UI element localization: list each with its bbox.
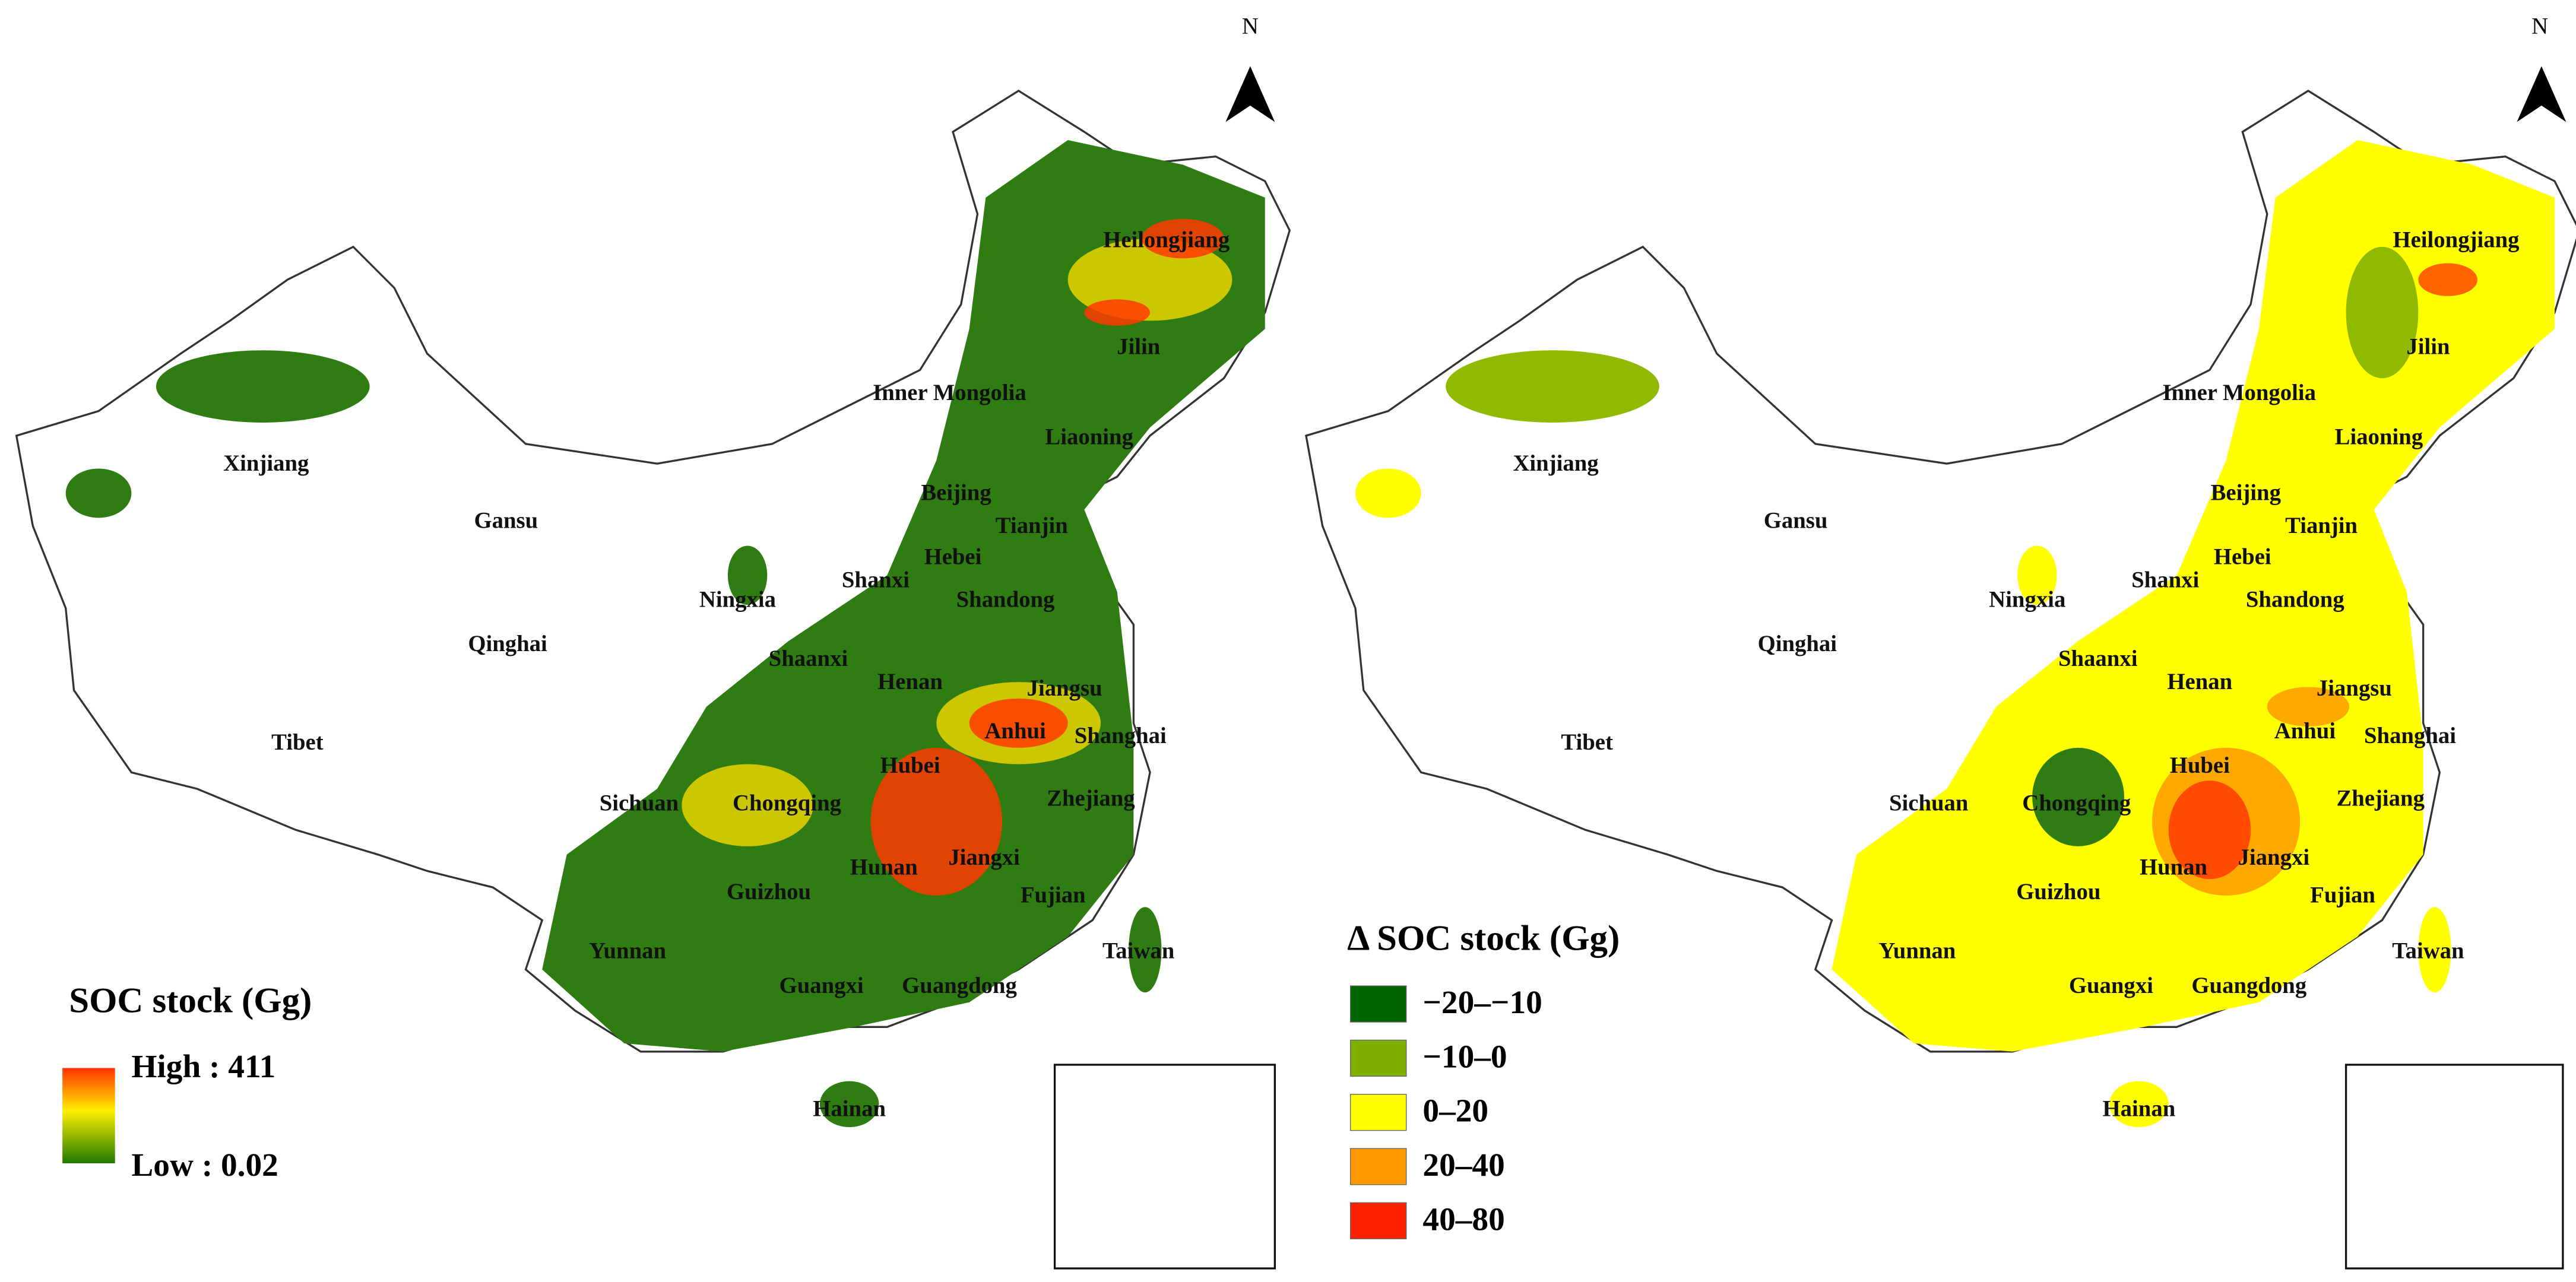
province-label: Inner Mongolia	[873, 380, 1026, 405]
province-label: Jiangsu	[2317, 675, 2392, 701]
province-label: Hunan	[850, 855, 918, 880]
province-label: Gansu	[1764, 508, 1828, 534]
province-label: Jiangxi	[2238, 845, 2310, 870]
legend-label: 0–20	[1422, 1093, 1488, 1129]
map-left	[15, 66, 1291, 1270]
province-label: Inner Mongolia	[2162, 380, 2316, 405]
legend-swatch	[1349, 1148, 1407, 1185]
province-label: Chongqing	[733, 791, 841, 816]
province-label: Taiwan	[2392, 938, 2464, 964]
province-label: Guizhou	[2016, 879, 2100, 905]
province-label: Guangdong	[902, 973, 1017, 998]
legend-swatch	[1349, 1039, 1407, 1077]
province-label: Shandong	[2246, 586, 2344, 612]
province-label: Yunnan	[589, 938, 666, 964]
province-label: Sichuan	[600, 791, 679, 816]
legend-gradient	[62, 1068, 115, 1163]
legend-label: 40–80	[1422, 1201, 1504, 1237]
legend-swatch	[1349, 1202, 1407, 1239]
province-label: Shaanxi	[769, 646, 848, 671]
province-label: Tianjin	[996, 513, 1068, 538]
province-label: Hainan	[2103, 1096, 2176, 1121]
legend-high: High : 411	[131, 1048, 275, 1084]
legend-label: 20–40	[1422, 1147, 1504, 1183]
province-label: Fujian	[2310, 883, 2375, 908]
province-label: Liaoning	[2335, 424, 2423, 450]
province-label: Hunan	[2140, 855, 2207, 880]
legend-label: −10–0	[1422, 1038, 1507, 1074]
province-label: Guangdong	[2191, 973, 2306, 998]
province-label: Hubei	[2170, 753, 2230, 778]
legend-title: SOC stock (Gg)	[69, 981, 312, 1021]
province-label: Beijing	[2211, 480, 2281, 506]
legend-swatch	[1349, 985, 1407, 1023]
province-label: Guizhou	[727, 879, 811, 905]
province-label: Ningxia	[1989, 586, 2065, 612]
north-label: N	[1242, 14, 1259, 39]
province-label: Shanxi	[2131, 567, 2199, 592]
province-label: Hubei	[880, 753, 940, 778]
province-label: Anhui	[984, 718, 1046, 744]
province-label: Heilongjiang	[1103, 227, 1230, 252]
province-label: Guangxi	[2069, 973, 2153, 998]
province-label: Hainan	[813, 1096, 886, 1121]
province-label: Tianjin	[2285, 513, 2358, 538]
province-label: Zhejiang	[1047, 785, 1135, 811]
province-label: Shanghai	[1075, 723, 1167, 748]
province-label: Shanxi	[842, 567, 910, 592]
province-label: Fujian	[1021, 883, 1086, 908]
province-label: Qinghai	[468, 631, 547, 656]
province-label: Gansu	[474, 508, 538, 534]
province-label: Jilin	[2406, 334, 2450, 359]
province-label: Taiwan	[1102, 938, 1174, 964]
province-label: Henan	[877, 669, 943, 694]
province-label: Shaanxi	[2058, 646, 2138, 671]
province-label: Xinjiang	[223, 450, 309, 476]
province-label: Ningxia	[699, 586, 776, 612]
province-label: Shandong	[956, 586, 1055, 612]
province-label: Jiangxi	[948, 845, 1020, 870]
north-label: N	[2531, 14, 2548, 39]
province-label: Jilin	[1117, 334, 1160, 359]
province-label: Yunnan	[1878, 938, 1956, 964]
province-label: Jiangsu	[1027, 675, 1102, 701]
province-label: Beijing	[921, 480, 991, 506]
province-label: Zhejiang	[2336, 785, 2425, 811]
province-label: Henan	[2167, 669, 2232, 694]
province-label: Liaoning	[1045, 424, 1133, 450]
province-label: Tibet	[271, 729, 324, 755]
legend-low: Low : 0.02	[131, 1147, 278, 1183]
province-label: Anhui	[2274, 718, 2336, 744]
map-right	[1305, 66, 2576, 1270]
province-label: Qinghai	[1758, 631, 1837, 656]
province-label: Heilongjiang	[2393, 227, 2519, 252]
province-label: Tibet	[1561, 729, 1613, 755]
province-label: Hebei	[924, 544, 982, 570]
province-label: Chongqing	[2022, 791, 2131, 816]
province-label: Sichuan	[1889, 791, 1969, 816]
province-label: Hebei	[2214, 544, 2271, 570]
province-label: Shanghai	[2364, 723, 2456, 748]
province-label: Guangxi	[780, 973, 864, 998]
legend-label: −20–−10	[1422, 984, 1542, 1020]
province-label: Xinjiang	[1513, 450, 1598, 476]
legend-swatch	[1349, 1094, 1407, 1131]
legend-title: Δ SOC stock (Gg)	[1347, 918, 1620, 958]
